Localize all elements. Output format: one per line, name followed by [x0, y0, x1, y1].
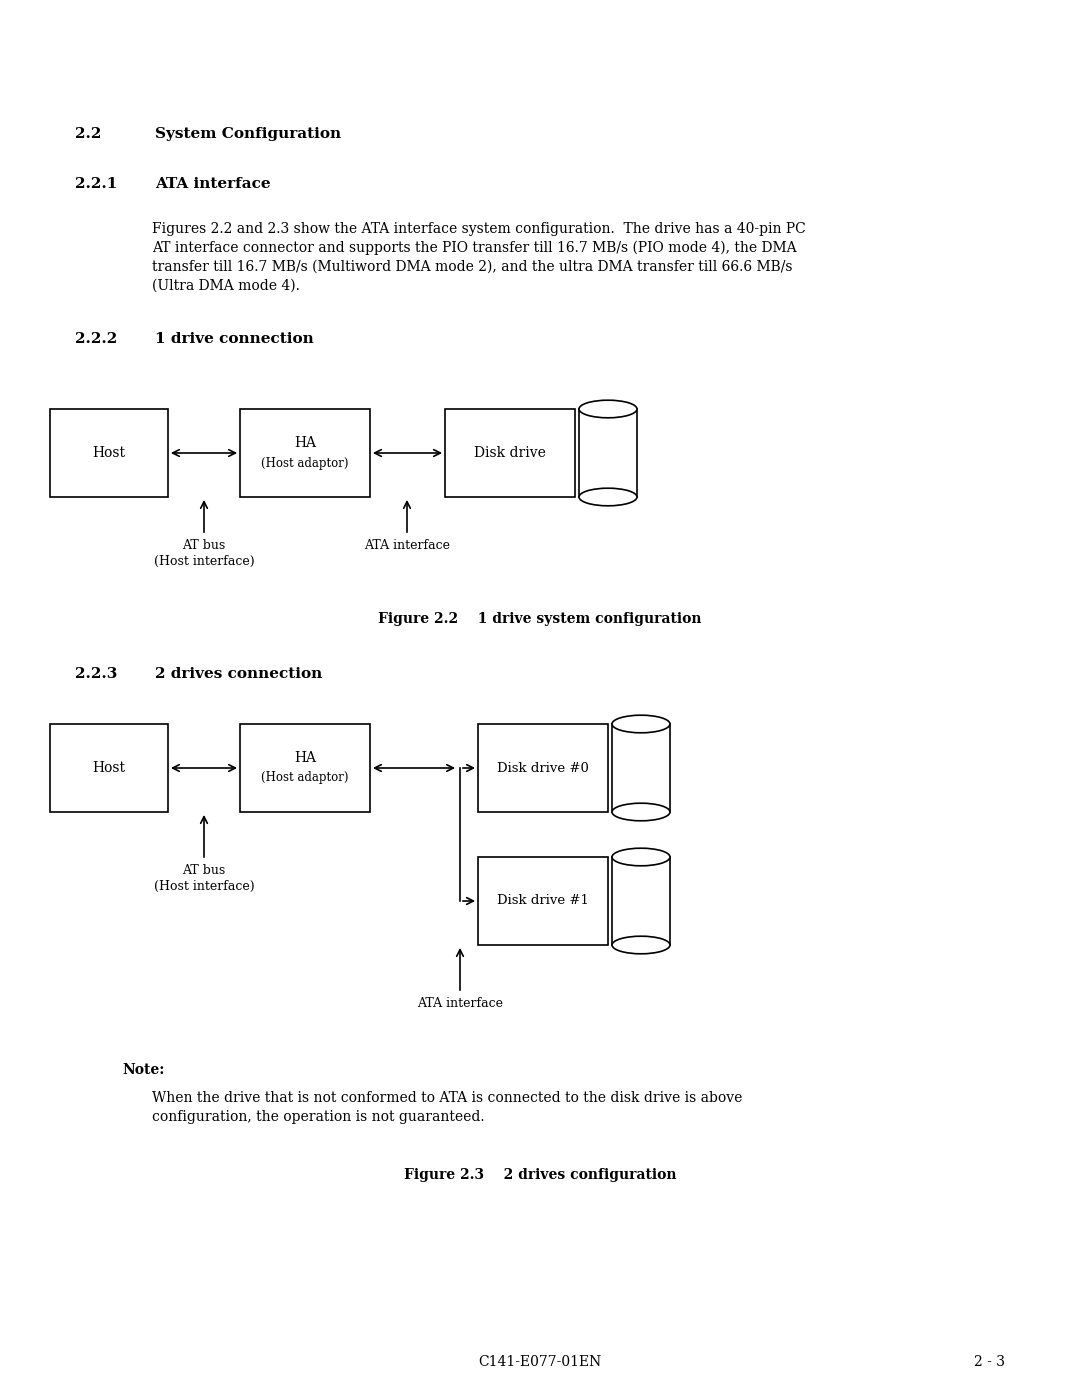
Text: 2 drives connection: 2 drives connection [156, 666, 322, 680]
Bar [579, 409, 637, 497]
Bar [478, 856, 608, 944]
Bar [612, 724, 670, 812]
Text: configuration, the operation is not guaranteed.: configuration, the operation is not guar… [152, 1111, 485, 1125]
Text: System Configuration: System Configuration [156, 127, 341, 141]
Text: Host: Host [93, 446, 125, 460]
Text: 1 drive connection: 1 drive connection [156, 332, 314, 346]
Text: ATA interface: ATA interface [364, 539, 450, 552]
Text: HA: HA [294, 436, 316, 450]
Text: (Ultra DMA mode 4).: (Ultra DMA mode 4). [152, 279, 300, 293]
Text: 2.2.3: 2.2.3 [75, 666, 118, 680]
Text: Host: Host [93, 761, 125, 775]
Bar [50, 409, 168, 497]
Text: ATA interface: ATA interface [156, 177, 271, 191]
Text: transfer till 16.7 MB/s (Multiword DMA mode 2), and the ultra DMA transfer till : transfer till 16.7 MB/s (Multiword DMA m… [152, 260, 793, 274]
Bar [445, 409, 575, 497]
Ellipse shape [612, 848, 670, 866]
Text: (Host adaptor): (Host adaptor) [261, 771, 349, 785]
Text: Figure 2.3    2 drives configuration: Figure 2.3 2 drives configuration [404, 1168, 676, 1182]
Text: 2 - 3: 2 - 3 [974, 1355, 1005, 1369]
Text: ATA interface: ATA interface [417, 997, 503, 1010]
Bar [240, 409, 370, 497]
Text: Figures 2.2 and 2.3 show the ATA interface system configuration.  The drive has : Figures 2.2 and 2.3 show the ATA interfa… [152, 222, 806, 236]
Text: Disk drive: Disk drive [474, 446, 545, 460]
Bar [240, 724, 370, 812]
Text: C141-E077-01EN: C141-E077-01EN [478, 1355, 602, 1369]
Text: Note:: Note: [122, 1063, 164, 1077]
Text: 2.2.1: 2.2.1 [75, 177, 118, 191]
Text: AT interface connector and supports the PIO transfer till 16.7 MB/s (PIO mode 4): AT interface connector and supports the … [152, 242, 797, 256]
Bar [478, 724, 608, 812]
Ellipse shape [579, 400, 637, 418]
Text: Disk drive #1: Disk drive #1 [497, 894, 589, 908]
Ellipse shape [612, 803, 670, 821]
Text: 2.2.2: 2.2.2 [75, 332, 118, 346]
Ellipse shape [579, 488, 637, 506]
Text: Figure 2.2    1 drive system configuration: Figure 2.2 1 drive system configuration [378, 612, 702, 626]
Bar [50, 724, 168, 812]
Text: When the drive that is not conformed to ATA is connected to the disk drive is ab: When the drive that is not conformed to … [152, 1091, 742, 1105]
Ellipse shape [612, 936, 670, 954]
Text: 2.2: 2.2 [75, 127, 102, 141]
Text: (Host adaptor): (Host adaptor) [261, 457, 349, 469]
Ellipse shape [612, 715, 670, 733]
Text: HA: HA [294, 752, 316, 766]
Text: AT bus
(Host interface): AT bus (Host interface) [153, 863, 254, 893]
Text: AT bus
(Host interface): AT bus (Host interface) [153, 539, 254, 569]
Text: Disk drive #0: Disk drive #0 [497, 761, 589, 774]
Bar [612, 856, 670, 944]
